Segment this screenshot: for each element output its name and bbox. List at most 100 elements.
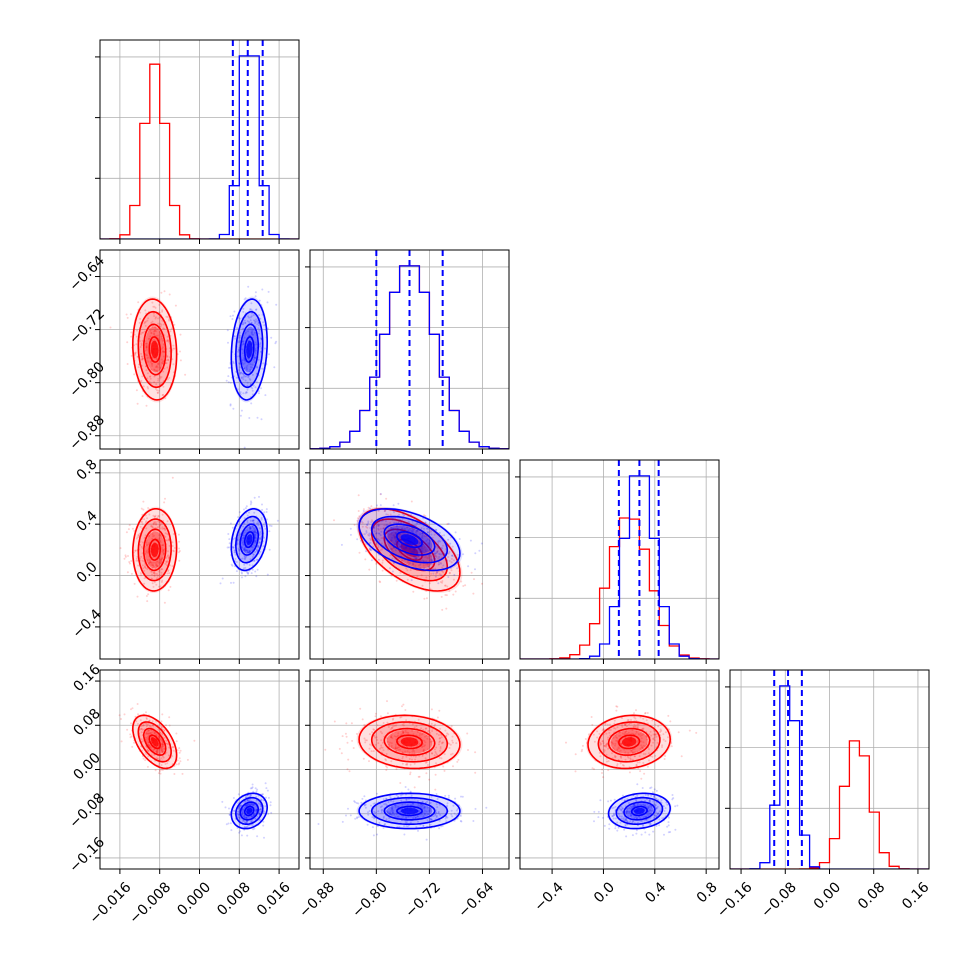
scatter-point	[244, 804, 247, 807]
scatter-point	[401, 527, 404, 530]
scatter-point	[438, 737, 441, 740]
scatter-point	[145, 544, 148, 547]
scatter-point	[361, 797, 364, 800]
scatter-point	[338, 747, 341, 750]
contour-line	[234, 310, 264, 389]
scatter-point	[133, 582, 136, 585]
scatter-point	[160, 725, 163, 728]
scatter-point	[395, 566, 397, 569]
scatter-point	[413, 762, 416, 765]
contour-line	[131, 298, 178, 401]
scatter-point	[380, 744, 383, 747]
scatter-point	[179, 333, 182, 336]
panel-content	[520, 670, 719, 869]
scatter-point	[161, 309, 164, 312]
scatter-point	[599, 799, 602, 802]
scatter-point	[392, 509, 395, 512]
scatter-point	[593, 768, 595, 771]
scatter-point	[381, 561, 384, 564]
contour-line	[234, 796, 264, 825]
scatter-point	[237, 348, 240, 351]
scatter-point	[412, 563, 415, 566]
scatter-point	[467, 749, 469, 751]
panel-content	[310, 670, 509, 869]
contour-line	[230, 508, 269, 572]
scatter-point	[151, 567, 154, 570]
scatter-point	[608, 731, 611, 734]
scatter-point	[347, 807, 349, 810]
scatter-point	[251, 546, 254, 549]
scatter-point	[174, 547, 176, 549]
scatter-point	[421, 745, 424, 748]
scatter-point	[166, 378, 169, 381]
scatter-point	[160, 376, 163, 378]
scatter-point	[662, 733, 665, 736]
scatter-point	[474, 771, 477, 774]
scatter-point	[615, 736, 618, 739]
scatter-point	[413, 524, 416, 527]
scatter-point	[146, 357, 149, 360]
scatter-point	[148, 719, 151, 722]
scatter-point	[388, 745, 391, 748]
scatter-point	[166, 572, 169, 575]
scatter-point	[376, 739, 379, 741]
scatter-point	[142, 740, 145, 742]
scatter-point	[367, 520, 370, 523]
scatter-point	[385, 753, 388, 755]
scatter-point	[144, 309, 147, 312]
scatter-point	[382, 826, 385, 829]
scatter-point	[245, 820, 248, 823]
scatter-point	[141, 559, 144, 562]
scatter-point	[243, 555, 246, 558]
scatter-point	[157, 363, 159, 366]
scatter-point	[265, 518, 268, 521]
scatter-point	[427, 748, 429, 751]
scatter-point	[424, 735, 426, 738]
scatter-point	[472, 820, 475, 822]
scatter-point	[379, 493, 382, 495]
scatter-point	[139, 719, 142, 722]
scatter-point	[317, 823, 320, 825]
scatter-point	[376, 724, 379, 727]
scatter-point	[645, 719, 648, 722]
scatter-point	[608, 823, 611, 826]
scatter-point	[444, 794, 447, 797]
scatter-point	[252, 519, 255, 522]
scatter-point	[392, 550, 395, 553]
scatter-point	[411, 520, 414, 523]
scatter-point	[237, 350, 240, 353]
scatter-point	[344, 732, 347, 735]
scatter-point	[599, 743, 602, 746]
scatter-point	[420, 813, 423, 816]
scatter-point	[178, 550, 181, 552]
scatter-point	[390, 735, 393, 738]
scatter-point	[128, 562, 131, 565]
scatter-point	[666, 825, 669, 828]
scatter-point	[411, 550, 414, 553]
scatter-point	[627, 731, 630, 734]
scatter-point	[401, 730, 404, 733]
scatter-point	[148, 724, 151, 727]
scatter-panel-3-2: −0.4 0.0 0.4 0.8	[515, 669, 721, 915]
scatter-point	[619, 755, 622, 758]
scatter-point	[135, 389, 138, 392]
scatter-point	[396, 735, 399, 738]
scatter-point	[633, 751, 636, 754]
scatter-point	[152, 748, 155, 751]
scatter-point	[136, 536, 139, 539]
scatter-point	[145, 541, 148, 544]
scatter-point	[156, 526, 159, 529]
scatter-point	[425, 761, 428, 764]
scatter-point	[445, 594, 448, 597]
scatter-point	[443, 769, 446, 772]
scatter-point	[257, 546, 260, 549]
scatter-point	[399, 571, 402, 574]
scatter-point	[593, 820, 595, 823]
scatter-point	[445, 815, 447, 818]
scatter-point	[246, 571, 249, 574]
scatter-point	[167, 570, 170, 573]
scatter-point	[152, 561, 155, 564]
scatter-point	[242, 321, 245, 324]
scatter-point	[425, 539, 428, 542]
scatter-point	[242, 548, 245, 550]
